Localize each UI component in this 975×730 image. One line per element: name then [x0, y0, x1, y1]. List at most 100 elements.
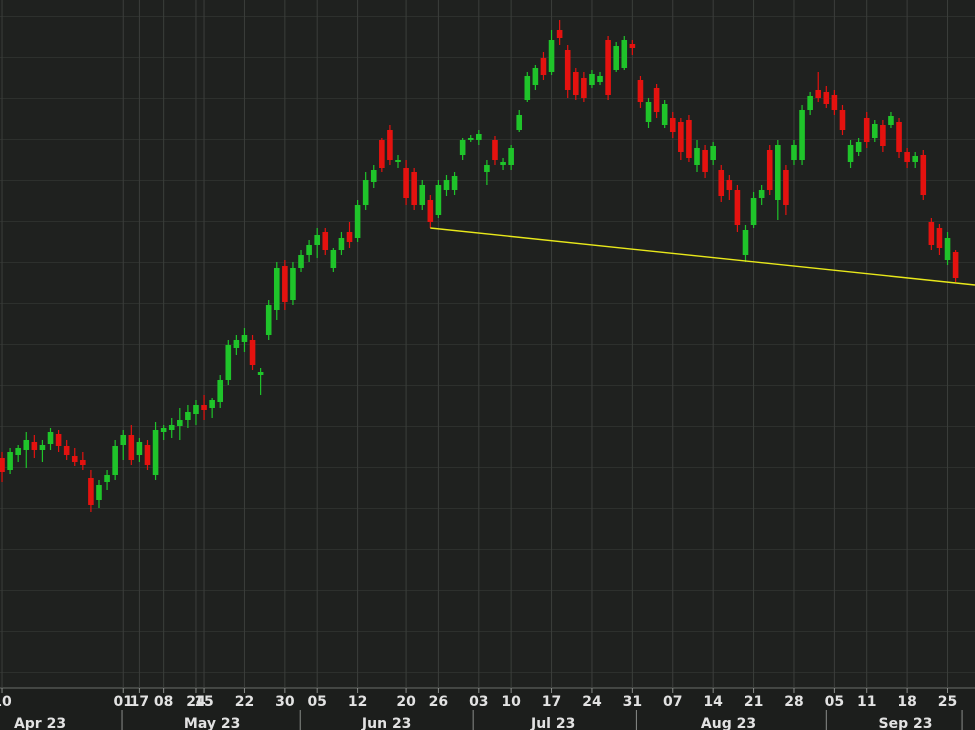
candle-body [387, 130, 393, 160]
candle-body [217, 380, 224, 402]
candle-body [80, 460, 86, 465]
candle-body [136, 442, 143, 455]
x-tick-label: 31 [623, 694, 642, 710]
candle-body [653, 88, 660, 112]
x-tick-label: 05 [825, 694, 844, 710]
candle-body [766, 150, 773, 190]
month-label: May 23 [184, 716, 240, 730]
candle-body [621, 40, 628, 68]
candle-body [920, 155, 927, 195]
candle-body [799, 110, 805, 160]
candle-body [661, 104, 668, 125]
x-tick-label: 10 [501, 694, 521, 710]
candle-body [871, 124, 878, 138]
candle-body [492, 140, 498, 160]
candle-body [96, 485, 102, 500]
candle-body [944, 238, 951, 260]
x-tick-label: 30 [275, 694, 295, 710]
candle-body [589, 74, 595, 85]
x-tick-label: 20 [396, 694, 416, 710]
x-tick-label: 12 [348, 694, 367, 710]
candle-body [395, 160, 401, 162]
candle-body [177, 420, 183, 426]
candle-body [508, 148, 514, 165]
candle-body [807, 96, 813, 110]
candle-body [201, 405, 207, 410]
x-tick-label: 25 [938, 694, 957, 710]
candle-body [613, 46, 619, 70]
candle-body [104, 475, 110, 482]
candle-body [855, 142, 862, 152]
candle-body [952, 252, 959, 278]
candle-body [185, 412, 191, 420]
candle-body [290, 268, 296, 300]
candle-body [734, 190, 741, 225]
candle-body [338, 238, 345, 250]
candle-body [597, 76, 603, 82]
candle-body [23, 440, 30, 450]
candle-body [144, 445, 151, 465]
candle-body [265, 305, 272, 335]
candle-body [484, 165, 490, 172]
x-tick-label: 18 [897, 694, 916, 710]
candle-body [330, 250, 337, 268]
candle-body [168, 425, 175, 430]
x-tick-label: 03 [469, 694, 488, 710]
month-label: Sep 23 [879, 716, 933, 730]
x-tick-label: 28 [784, 694, 803, 710]
candle-body [427, 200, 434, 222]
candle-body [233, 340, 240, 348]
candle-body [379, 140, 385, 168]
candle-body [88, 478, 94, 505]
candle-body [678, 122, 684, 152]
candle-body [702, 150, 708, 172]
candle-body [306, 245, 312, 255]
candle-body [532, 68, 539, 85]
x-tick-label: 10 [0, 694, 12, 710]
candle-body [257, 372, 264, 375]
candle-body [362, 180, 369, 205]
candle-body [936, 228, 943, 248]
candle-body [298, 255, 304, 268]
candle-body [273, 268, 280, 310]
candle-body [686, 120, 692, 158]
month-label: Jul 23 [530, 716, 575, 730]
candle-body [225, 345, 232, 380]
candle-body [912, 156, 918, 162]
x-tick-label: 01 [113, 694, 132, 710]
candle-body [839, 110, 846, 130]
candle-body [516, 115, 523, 130]
candle-body [572, 72, 579, 95]
candle-body [435, 185, 442, 215]
month-label: Aug 23 [701, 716, 756, 730]
x-tick-label: 22 [235, 694, 254, 710]
candle-body [451, 176, 458, 190]
candle-body [758, 190, 765, 198]
x-tick-label: 26 [429, 694, 448, 710]
candle-body [354, 205, 361, 238]
candle-body [669, 118, 676, 132]
x-tick-label: 24 [186, 694, 206, 710]
candle-body [120, 435, 127, 445]
candle-body [718, 170, 725, 196]
candle-body [346, 232, 353, 242]
x-tick-label: 15 [194, 694, 213, 710]
candle-body [783, 170, 789, 205]
axis-strip [0, 688, 975, 730]
candle-body [863, 118, 870, 142]
candle-body [791, 145, 797, 160]
candle-body [31, 442, 38, 450]
candle-body [847, 145, 854, 162]
candle-body [605, 40, 611, 95]
x-tick-label: 05 [307, 694, 326, 710]
candle-body [0, 458, 5, 472]
candle-body [904, 152, 910, 162]
candle-body [241, 335, 248, 342]
candle-body [694, 148, 700, 165]
candle-body [524, 76, 531, 100]
x-tick-label: 17 [542, 694, 561, 710]
candle-body [193, 405, 199, 414]
candle-body [880, 125, 886, 146]
